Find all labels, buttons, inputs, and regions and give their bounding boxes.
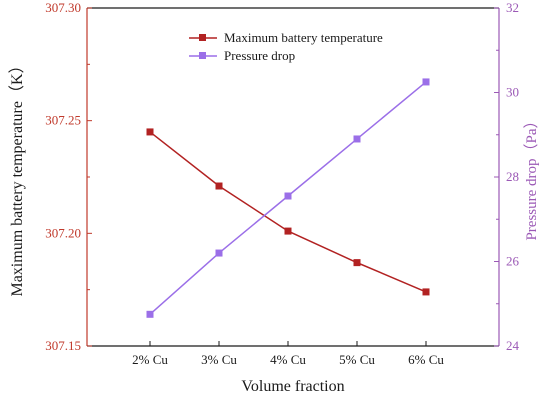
left-tick-label: 307.15 [45, 338, 81, 353]
series-0-point-4 [422, 288, 430, 296]
right-tick-label: 26 [506, 254, 520, 269]
series-1-point-1 [215, 249, 223, 257]
left-tick-label: 307.25 [45, 113, 81, 128]
series-1-point-0 [146, 310, 154, 318]
legend-label-temperature: Maximum battery temperature [224, 30, 383, 45]
right-tick-label: 24 [506, 338, 520, 353]
right-tick-label: 28 [506, 169, 519, 184]
series-0-point-0 [146, 128, 154, 136]
right-tick-label: 30 [506, 85, 519, 100]
right-axis-ticks: 24 26 28 30 32 [494, 0, 520, 353]
legend-label-pressure: Pressure drop [224, 48, 295, 63]
x-axis-title: Volume fraction [241, 378, 344, 395]
x-axis-ticks: 2% Cu 3% Cu 4% Cu 5% Cu 6% Cu [132, 341, 444, 367]
left-tick-label: 307.30 [45, 0, 81, 15]
x-tick-label: 5% Cu [339, 352, 375, 367]
series-0-point-3 [353, 259, 361, 267]
x-tick-label: 6% Cu [408, 352, 444, 367]
series-layer [146, 78, 430, 318]
legend-marker-pressure [199, 52, 206, 59]
series-0-point-1 [215, 182, 223, 190]
series-1-point-4 [422, 78, 430, 86]
legend-marker-temperature [199, 34, 206, 41]
y2-axis-title: Pressure drop（Pa） [523, 113, 540, 240]
x-tick-label: 2% Cu [132, 352, 168, 367]
x-tick-label: 3% Cu [201, 352, 237, 367]
left-axis-ticks: 307.15 307.20 307.25 307.30 [45, 0, 92, 353]
legend: Maximum battery temperature Pressure dro… [189, 30, 383, 63]
y-axis-title: Maximum battery temperature（K） [8, 57, 26, 296]
series-0-point-2 [284, 227, 292, 235]
series-line-0 [149, 131, 427, 293]
series-1-point-2 [284, 192, 292, 200]
right-tick-label: 32 [506, 0, 519, 15]
series-1-point-3 [353, 135, 361, 143]
x-tick-label: 4% Cu [270, 352, 306, 367]
left-tick-label: 307.20 [45, 225, 81, 240]
